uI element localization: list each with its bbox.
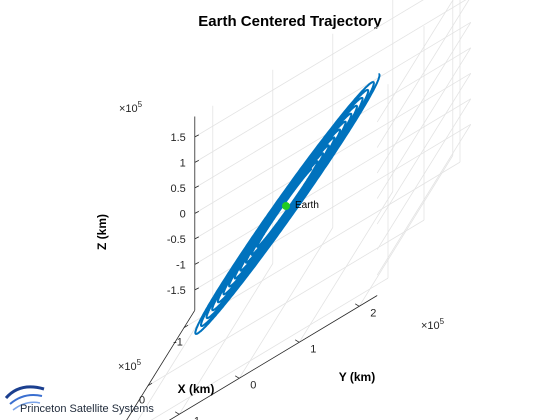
z-axis-label: Z (km) [95,214,109,250]
z-tick-mark [194,160,199,163]
z-exponent-label: ×105 [119,100,143,115]
z-tick-label: -1.5 [167,285,186,297]
earth-label: Earth [295,200,319,211]
y-tick-mark [174,411,180,415]
z-tick-mark [194,287,199,291]
z-tick-mark [194,236,199,240]
y-tick-label: -1 [190,415,200,420]
y-tick-label: 1 [310,343,316,355]
y-tick-mark [354,303,360,307]
y-tick-mark [234,375,240,379]
z-tick-mark [194,211,199,214]
earth-marker [282,202,290,210]
footer-logo-text: Princeton Satellite Systems [20,403,154,415]
tick-labels: -1.5-1-0.500.511.5-101-2-1012 [139,132,376,420]
y-axis-label: Y (km) [339,370,375,384]
z-tick-mark [194,185,199,189]
y-tick-label: 0 [250,379,256,391]
grid-lines [137,0,472,420]
trajectory-series [194,73,381,335]
x-tick-mark [147,382,153,387]
z-tick-label: 0.5 [171,183,186,195]
x-tick-label: -1 [173,337,183,349]
y-tick-mark [294,339,300,343]
chart-title: Earth Centered Trajectory [198,13,382,30]
z-tick-mark [194,134,199,138]
grid-line [183,161,461,329]
y-axis-line [168,295,378,420]
z-tick-label: 1 [180,157,186,169]
y-tick-label: 2 [370,307,376,319]
trajectory-line [194,73,381,335]
z-tick-label: 0 [180,208,186,220]
x-axis-label: X (km) [178,382,215,396]
z-tick-label: -0.5 [167,234,186,246]
z-tick-mark [194,262,199,265]
x-tick-label: 0 [139,395,145,407]
z-tick-label: 1.5 [171,132,186,144]
y-exponent-label: ×105 [421,317,445,332]
x-exponent-label: ×105 [118,358,142,373]
grid-line [150,277,389,420]
grid-line [137,299,214,420]
x-tick-mark [183,324,189,329]
earth-marker-group: Earth [282,200,319,211]
psslogo-icon [4,385,45,411]
axes [126,116,378,420]
grid-line [147,219,425,387]
z-tick-label: -1 [176,259,186,271]
